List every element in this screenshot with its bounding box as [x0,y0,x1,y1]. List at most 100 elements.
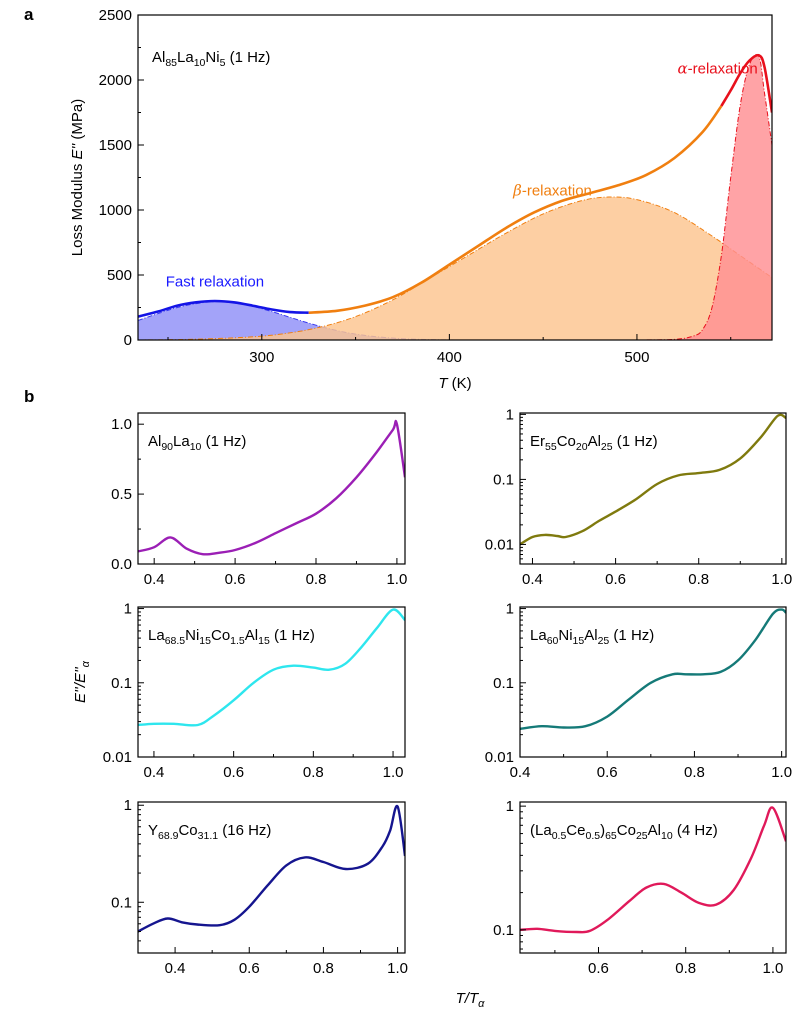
x-tick-label: 0.8 [684,764,705,781]
annotation-text: -relaxation [688,61,758,78]
subplot-b1: 0.4 0.6 0.8 1.0 0.0 0.5 1.0 Al90La10 (1 Hz) [111,412,407,588]
y-tick-label: 1 [506,601,514,618]
panel-b-y-axis-label: E''/E''α [72,660,92,703]
x-tick-label: 0.4 [165,960,186,977]
title-text: Co [211,627,230,644]
y-tick-label: 0.1 [111,894,132,911]
title-text: La [530,627,547,644]
y-tick-label: 0.01 [485,749,514,766]
title-text: (1 Hz) [201,433,246,450]
y-tick-label: 0.1 [111,675,132,692]
axes-frame-b3 [137,606,406,758]
title-text: (16 Hz) [218,822,271,839]
subplot-b3: 0.4 0.6 0.8 1.0 0.01 0.1 1 La68.5Ni15Co1.5Al15 … [103,601,406,781]
title-text: La [148,627,165,644]
annotation-1: β-relaxation [512,182,592,200]
panel-b-x-axis-label: T/Tα [456,990,486,1010]
title-text: Y [148,822,158,839]
x-tick-label: 0.4 [144,764,165,781]
axes-frame-b1 [137,412,406,565]
title-text: Co [178,822,197,839]
subscript: 20 [576,441,588,453]
y-tick-label: 0.0 [111,556,132,573]
x-tick-label: 0.8 [306,571,327,588]
x-tick-label: 400 [437,349,462,366]
title-text: Ce [566,822,585,839]
title-text: (1 Hz) [609,627,654,644]
fit-area-2 [636,54,772,340]
y-tick-label: 1000 [99,202,132,219]
x-tick-label: 0.6 [225,571,246,588]
title-text: (1 Hz) [225,49,270,66]
subscript: 65 [605,830,617,842]
subscript: 68.5 [165,635,186,647]
y-tick-label: 0.01 [103,749,132,766]
x-tick-label: 0.6 [597,764,618,781]
x-tick-label: 1.0 [771,571,792,588]
y-tick-label: 0.1 [493,675,514,692]
title-text: Al [588,433,601,450]
y-tick-label: 0.1 [493,471,514,488]
subplot-b6: 0.6 0.8 1.00.11(La0.5Ce0.5)65Co25Al10 (4 H… [493,798,787,977]
y-label-sub: α [80,660,92,667]
y-tick-label: 0.1 [493,922,514,939]
y-tick-label: 0.5 [111,486,132,503]
title-text: (4 Hz) [673,822,718,839]
x-tick-label: 300 [249,349,274,366]
data-curve-b3 [138,608,405,727]
subscript: 68.9 [158,830,179,842]
axes-frame-b6 [519,801,787,954]
annotation-greek: β [512,182,522,200]
axes-frame-b4 [519,606,787,758]
data-curve-b6 [520,806,786,934]
panel-a-title: Al85La10Ni5 (1 Hz) [152,49,270,69]
x-tick-label: 0.6 [588,960,609,977]
subscript: 0.5 [585,830,600,842]
x-tick-label: 0.6 [605,571,626,588]
panel-a-label: a [24,5,34,24]
x-tick-label: 0.6 [239,960,260,977]
title-text: Ni [205,49,219,66]
x-tick-label: 0.8 [675,960,696,977]
title-text: Al [648,822,661,839]
x-tick-label: 0.4 [522,571,543,588]
y-axis-label-symbol: E'' [69,143,86,160]
measured-curve-segment-1 [308,105,723,314]
x-tick-label: 0.8 [688,571,709,588]
panel-b-label: b [24,387,34,406]
fit-area-1 [138,196,772,340]
y-axis-label-unit: (MPa) [69,99,86,144]
annotation-2: α-relaxation [678,60,758,78]
subscript: 25 [636,830,648,842]
title-text: La [177,49,194,66]
x-tick-label: 1.0 [771,764,792,781]
subscript: 85 [165,57,177,69]
subplot-b4: 0.4 0.6 0.8 1.0 0.01 0.1 1 La60Ni15Al25 (1 Hz) [485,601,792,781]
x-label-sub: α [478,998,485,1010]
y-tick-label: 500 [107,267,132,284]
y-tick-label: 2500 [99,7,132,24]
x-tick-label: 500 [624,349,649,366]
x-tick-label: 0.8 [313,960,334,977]
subscript: 90 [161,441,173,453]
fit-area-0 [138,301,459,340]
x-tick-label: 1.0 [383,764,404,781]
data-curve-b4 [520,608,786,730]
x-axis-label-unit: (K) [448,375,472,392]
title-text: Al [584,627,597,644]
y-tick-label: 1500 [99,137,132,154]
plot-area-a [138,53,772,340]
x-tick-label: 0.4 [144,571,165,588]
title-text: (1 Hz) [270,627,315,644]
data-curve-b1 [138,419,405,556]
y-tick-label: 2000 [99,72,132,89]
x-tick-label: 1.0 [387,960,408,977]
y-tick-label: 1 [506,406,514,423]
title-text: Al [152,49,165,66]
subscript: 55 [545,441,557,453]
subplot-title-b6: (La0.5Ce0.5)65Co25Al10 (4 Hz) [530,822,718,842]
title-text: Er [530,433,545,450]
title-text: (La [530,822,552,839]
title-text: La [173,433,190,450]
